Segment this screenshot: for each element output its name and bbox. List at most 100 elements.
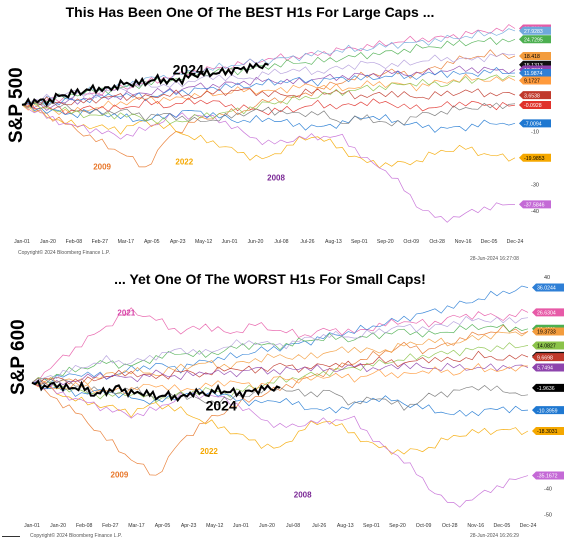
line-chart-sp500: Jan-01 Jan-20 Feb-08 Feb-27 Mar-17 Apr-05 Apr-… [14, 24, 551, 245]
end-value-text: -0.0928 [524, 103, 542, 109]
chart-title: ... Yet One Of The WORST H1s For Small C… [114, 271, 426, 287]
end-value-tag-shape [519, 51, 551, 60]
end-value-text: -37.5846 [524, 203, 545, 209]
end-value-text: -35.1672 [537, 474, 558, 480]
end-value-text: 36.0244 [537, 286, 556, 292]
year-annotation: 2022 [175, 157, 193, 166]
end-value-tag: 9.6698 [532, 353, 564, 361]
x-tick-label: Sep-20 [377, 239, 394, 245]
end-value-tag-shape [532, 426, 564, 435]
x-tick-label: Mar-17 [128, 523, 145, 529]
series-line [21, 88, 516, 107]
x-tick-label: Nov-16 [467, 523, 484, 529]
end-value-tag: -10.3959 [532, 406, 564, 414]
x-tick-label: Feb-08 [66, 239, 83, 245]
copyright-text: Copyright© 2024 Bloomberg Finance L.P. [30, 533, 122, 539]
end-value-tag-shape [519, 91, 551, 100]
x-tick-label: Jul-08 [274, 239, 288, 245]
end-value-tag-shape [532, 308, 564, 317]
x-tick-label: Apr-23 [170, 239, 186, 245]
end-value-text: 9.6698 [537, 355, 553, 361]
series-line-2024 [31, 379, 281, 403]
end-value-tag: 36.0244 [532, 283, 564, 292]
end-value-tag: 11.9874 [519, 69, 551, 77]
x-tick-label: Aug-13 [325, 239, 342, 245]
end-value-text: 11.9874 [524, 71, 542, 77]
end-value-tag-shape [532, 353, 564, 362]
y-tick-label: -10 [531, 129, 539, 135]
end-value-text: 18.418 [524, 54, 540, 60]
end-value-tag: 3.6538 [519, 91, 551, 99]
series-line [31, 342, 529, 403]
x-tick-label: Jun-01 [222, 239, 238, 245]
year-annotation: 2009 [111, 471, 129, 480]
series-line [21, 101, 516, 127]
end-value-tag-shape [532, 383, 564, 392]
chart-panel-sp600: ... Yet One Of The WORST H1s For Small C… [0, 265, 575, 541]
x-tick-label: Sep-01 [363, 523, 380, 529]
end-value-tag: -37.5846 [519, 200, 551, 209]
end-value-tag-shape [532, 341, 564, 350]
end-value-tag: 18.418 [519, 51, 551, 60]
x-tick-label: Oct-28 [429, 239, 445, 245]
x-tick-label: Dec-05 [494, 523, 511, 529]
end-value-tag: 27.9283 [519, 26, 551, 35]
y-tick-label: -40 [544, 486, 552, 492]
end-value-text: -1.9636 [537, 386, 555, 392]
footer-rule [2, 536, 20, 537]
end-value-text: 26.6304 [537, 311, 556, 317]
end-value-tag-shape [519, 200, 551, 209]
end-value-tag: -0.0928 [519, 101, 551, 109]
year-annotation: 2008 [267, 173, 285, 182]
end-value-tag-shape [532, 327, 564, 336]
series-line [21, 52, 516, 106]
y-tick-label: -50 [544, 513, 552, 519]
end-value-text: -18.3031 [537, 429, 558, 435]
series-line [31, 307, 529, 384]
y-tick-label: -30 [531, 182, 539, 188]
series-line [31, 362, 529, 388]
end-value-text: -10.3959 [537, 408, 558, 414]
x-tick-label: Oct-09 [416, 523, 432, 529]
x-tick-label: Mar-17 [118, 239, 135, 245]
x-tick-label: Jan-01 [14, 239, 30, 245]
x-tick-label: Apr-05 [144, 239, 160, 245]
end-value-tag-shape [519, 119, 551, 128]
end-value-tag: -7.0094 [519, 119, 551, 128]
x-tick-label: Nov-16 [455, 239, 472, 245]
series-line [31, 324, 529, 476]
end-value-tag-shape [519, 26, 551, 35]
year-annotation: 2024 [173, 61, 204, 77]
x-tick-label: Apr-23 [181, 523, 197, 529]
series-line [21, 67, 516, 107]
x-tick-label: Jun-01 [233, 523, 249, 529]
x-tick-label: Dec-05 [481, 239, 498, 245]
end-value-tag: 14.0827 [532, 341, 564, 350]
x-tick-label: May-12 [206, 523, 223, 529]
end-value-tag-shape [532, 283, 564, 292]
x-tick-label: Oct-28 [442, 523, 458, 529]
end-value-tag-shape [519, 69, 551, 78]
timestamp-text: 28-Jun-2024 16:27:08 [470, 256, 519, 262]
end-value-tag: -35.1672 [532, 471, 564, 480]
end-value-text: 3.6538 [524, 93, 540, 99]
series-line [21, 104, 516, 223]
series-line [31, 323, 529, 383]
series-line [31, 331, 529, 385]
end-value-tag: 24.7295 [519, 35, 551, 43]
end-value-tag: -18.3031 [532, 426, 564, 435]
x-tick-label: Jan-20 [40, 239, 56, 245]
series-line [31, 381, 529, 417]
series-line [31, 316, 529, 384]
series-line [21, 49, 516, 168]
line-chart-sp600: Jan-01 Jan-20 Feb-08 Feb-27 Mar-17 Apr-05 Apr-… [24, 275, 564, 529]
x-tick-label: Jan-20 [50, 523, 66, 529]
x-tick-label: Jun-20 [259, 523, 275, 529]
year-annotation: 2009 [93, 163, 111, 172]
end-value-text: 27.9283 [524, 29, 543, 35]
x-tick-label: Dec-24 [520, 523, 537, 529]
x-tick-label: Aug-13 [337, 523, 354, 529]
end-value-tag: -1.9636 [532, 383, 564, 392]
x-tick-label: Jul-26 [312, 523, 326, 529]
x-tick-label: Dec-24 [507, 239, 524, 245]
